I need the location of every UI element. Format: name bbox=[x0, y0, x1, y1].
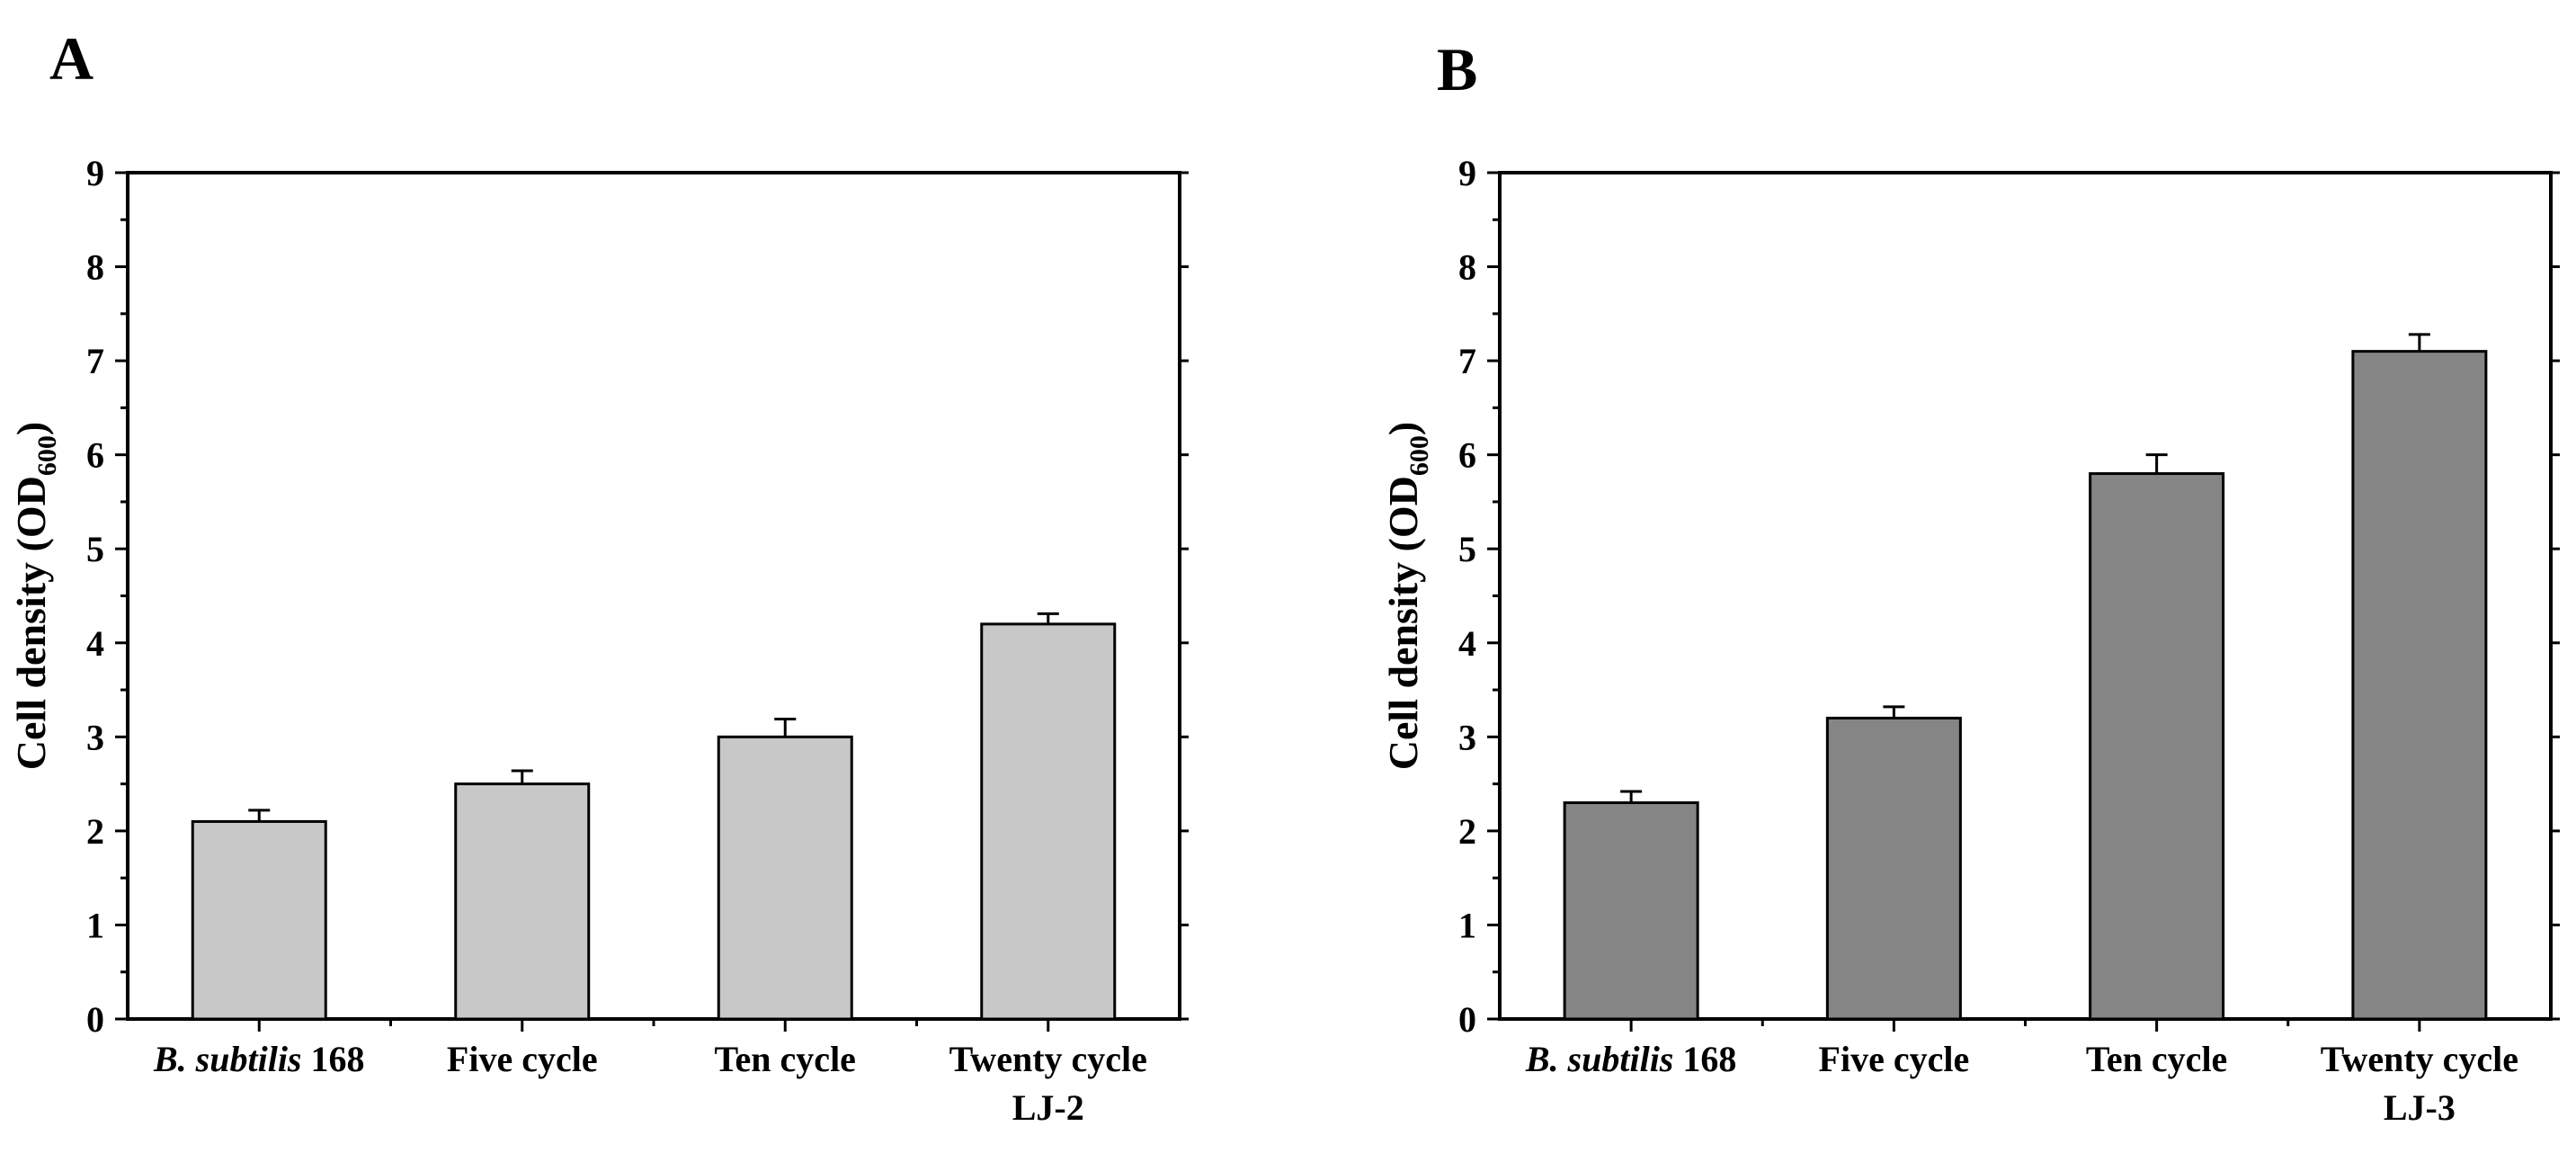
y-axis-title: Cell density (OD600) bbox=[1380, 422, 1434, 770]
bar bbox=[2089, 472, 2225, 1021]
y-tick-label: 1 bbox=[86, 905, 104, 945]
x-category-label: Twenty cycle bbox=[2321, 1039, 2518, 1079]
x-category-label: Ten cycle bbox=[2086, 1039, 2227, 1079]
y-tick-label: 0 bbox=[86, 999, 104, 1040]
bar bbox=[191, 819, 327, 1021]
y-tick-label: 6 bbox=[86, 435, 104, 476]
y-tick-label: 4 bbox=[1458, 623, 1476, 664]
y-tick-label: 7 bbox=[86, 341, 104, 381]
y-tick-label: 3 bbox=[86, 717, 104, 757]
y-axis-title: Cell density (OD600) bbox=[8, 422, 62, 770]
y-tick-label: 5 bbox=[86, 529, 104, 569]
x-category-label: Five cycle bbox=[1819, 1039, 1970, 1079]
y-tick-label: 9 bbox=[1458, 153, 1476, 193]
x-category-label: B. subtilis 168 bbox=[153, 1039, 365, 1079]
y-tick-label: 3 bbox=[1458, 717, 1476, 757]
x-category-label: Five cycle bbox=[447, 1039, 598, 1079]
x-category-label-line2: LJ-3 bbox=[2384, 1087, 2456, 1128]
x-category-label: Ten cycle bbox=[715, 1039, 856, 1079]
bar bbox=[717, 735, 853, 1021]
y-tick-label: 2 bbox=[86, 811, 104, 852]
panel-letter: A bbox=[49, 24, 94, 93]
y-tick-label: 6 bbox=[1458, 435, 1476, 476]
x-category-label: B. subtilis 168 bbox=[1525, 1039, 1737, 1079]
x-category-label-line2: LJ-2 bbox=[1012, 1087, 1084, 1128]
y-tick-label: 4 bbox=[86, 623, 104, 664]
bar bbox=[2351, 350, 2488, 1021]
panel-letter: B bbox=[1437, 35, 1477, 103]
bar bbox=[980, 622, 1117, 1021]
y-tick-label: 9 bbox=[86, 153, 104, 193]
chart-panel-a: A 0 1 2 3 4 5 6 7 8 9 Cell density (OD600) B. subtil… bbox=[8, 24, 1189, 1128]
y-tick-label: 1 bbox=[1458, 905, 1476, 945]
x-category-label: Twenty cycle bbox=[949, 1039, 1147, 1079]
y-tick-label: 8 bbox=[1458, 247, 1476, 288]
bar bbox=[1825, 716, 1962, 1021]
y-tick-label: 0 bbox=[1458, 999, 1476, 1040]
y-tick-label: 2 bbox=[1458, 811, 1476, 852]
y-tick-label: 8 bbox=[86, 247, 104, 288]
y-tick-label: 5 bbox=[1458, 529, 1476, 569]
bar bbox=[1563, 801, 1699, 1021]
bar bbox=[454, 782, 591, 1021]
chart-panel-b: B 0 1 2 3 4 5 6 7 8 9 Cell density (OD600) B. subtil… bbox=[1380, 35, 2560, 1128]
y-tick-label: 7 bbox=[1458, 341, 1476, 381]
